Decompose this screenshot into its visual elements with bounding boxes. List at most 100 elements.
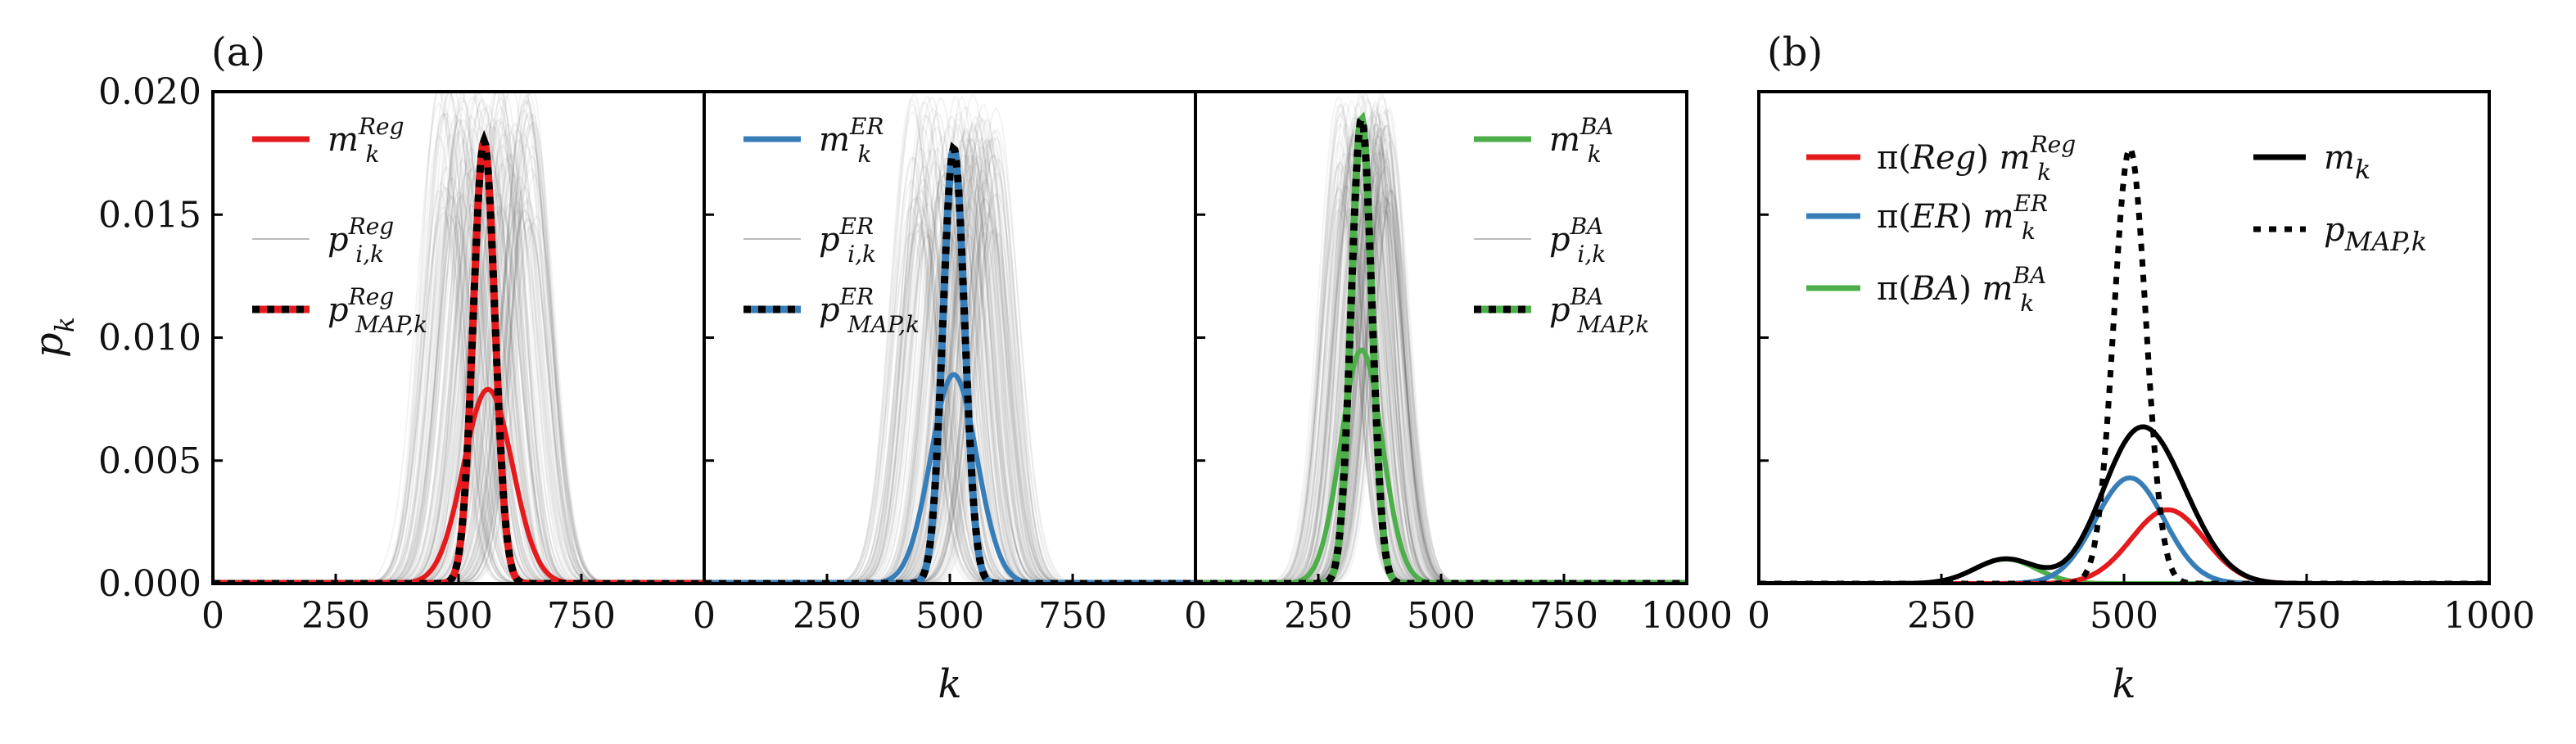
map-distribution-line [1195, 111, 1687, 584]
plot-area [1195, 92, 1687, 584]
individual-distribution-line [704, 189, 1195, 584]
label-part: BA [2012, 262, 2046, 289]
plot-area [704, 93, 1195, 584]
individual-distribution-line [1195, 174, 1687, 584]
label-part: k [857, 141, 871, 168]
individual-distribution-line [704, 93, 1195, 584]
legend-label: π(Reg) mReg k [1877, 131, 2076, 186]
individual-distribution-line [704, 128, 1195, 584]
individual-distribution-line [704, 147, 1195, 584]
individual-distribution-line [1195, 100, 1687, 584]
individual-distribution-line [1195, 124, 1687, 584]
individual-distribution-line [213, 191, 704, 584]
individual-distribution-line [704, 156, 1195, 584]
individual-distribution-line [704, 95, 1195, 584]
individual-distribution-line [1195, 150, 1687, 584]
individual-distribution-line [1195, 116, 1687, 584]
individual-distribution-line [704, 122, 1195, 584]
individual-distribution-line [1195, 95, 1687, 584]
label-part: p [1549, 291, 1570, 329]
y-axis-label-a: pk [26, 317, 80, 358]
individual-distribution-line [704, 129, 1195, 584]
individual-distribution-line [704, 205, 1195, 584]
individual-distribution-line [1195, 196, 1687, 584]
individual-distribution-line [1195, 191, 1687, 584]
individual-distribution-line [1195, 152, 1687, 584]
individual-distribution-line [704, 183, 1195, 584]
individual-distribution-line [213, 106, 704, 584]
individual-distribution-line [1195, 124, 1687, 584]
individual-distribution-line [704, 208, 1195, 584]
individual-distribution-line [1195, 108, 1687, 584]
individual-distribution-line [213, 99, 704, 584]
individual-distribution-line [704, 137, 1195, 584]
individual-distribution-line [1195, 207, 1687, 584]
x-axis-label-a: k [938, 661, 961, 707]
individual-distribution-line [1195, 165, 1687, 584]
x-tick-label: 250 [301, 595, 370, 637]
individual-distribution-line [704, 232, 1195, 584]
individual-distribution-line [704, 101, 1195, 584]
label-part: i,k [847, 241, 876, 268]
individual-distribution-line [1195, 151, 1687, 584]
individual-distribution-line [704, 180, 1195, 584]
individual-distribution-line [213, 118, 704, 584]
individual-distribution-line [213, 142, 704, 584]
individual-distribution-line [1195, 164, 1687, 584]
individual-distribution-line [704, 97, 1195, 584]
individual-distribution-line [1195, 158, 1687, 584]
individual-distribution-line [704, 214, 1195, 584]
x-tick-label: 750 [1530, 595, 1598, 637]
legend-label: mER k [819, 113, 884, 168]
individual-distribution-line [213, 97, 704, 584]
mixture-mean-line [1759, 424, 2489, 584]
individual-distribution-line [213, 214, 704, 584]
individual-distribution-line [213, 165, 704, 584]
label-part: m [1983, 198, 2014, 236]
individual-distribution-line [213, 165, 704, 584]
individual-distribution-line [213, 187, 704, 584]
individual-distribution-line [213, 182, 704, 584]
label-part: BA [1910, 270, 1959, 308]
individual-distribution-line [1195, 142, 1687, 584]
label-part: ) [1959, 198, 1982, 236]
individual-distribution-line [704, 156, 1195, 584]
individual-distribution-line [1195, 189, 1687, 584]
individual-distribution-line [704, 178, 1195, 584]
individual-distribution-line [1195, 142, 1687, 584]
individual-distribution-line [213, 181, 704, 584]
individual-distribution-line [704, 223, 1195, 584]
label-part: k [2037, 159, 2051, 186]
individual-distribution-line [704, 214, 1195, 584]
individual-distribution-line [704, 232, 1195, 584]
label-part: MAP,k [847, 311, 920, 338]
individual-distribution-line [1195, 134, 1687, 584]
legend-label: pER MAP,k [819, 283, 920, 338]
individual-distribution-line [213, 206, 704, 584]
individual-distribution-line [704, 155, 1195, 584]
individual-distribution-line [1195, 165, 1687, 584]
individual-distribution-line [1195, 103, 1687, 584]
individual-distribution-line [1195, 111, 1687, 584]
individual-distribution-line [1195, 138, 1687, 584]
individual-distribution-line [213, 213, 704, 584]
label-part: p [819, 221, 840, 259]
individual-distribution-line [1195, 100, 1687, 584]
individual-distribution-line [213, 201, 704, 584]
individual-distribution-line [1195, 120, 1687, 584]
individual-distribution-line [704, 139, 1195, 584]
individual-distribution-line [1195, 158, 1687, 584]
individual-distribution-line [1195, 165, 1687, 584]
individual-distribution-line [1195, 184, 1687, 584]
individual-distribution-line [704, 229, 1195, 584]
individual-distribution-line [1195, 138, 1687, 584]
individual-distribution-line [1195, 165, 1687, 584]
panel-label-b: (b) [1767, 29, 1823, 75]
individual-distribution-line [1195, 123, 1687, 584]
individual-distribution-line [704, 228, 1195, 584]
individual-distribution-line [704, 116, 1195, 584]
individual-distribution-line [213, 134, 704, 584]
individual-distribution-line [1195, 208, 1687, 584]
individual-distribution-line [704, 180, 1195, 584]
